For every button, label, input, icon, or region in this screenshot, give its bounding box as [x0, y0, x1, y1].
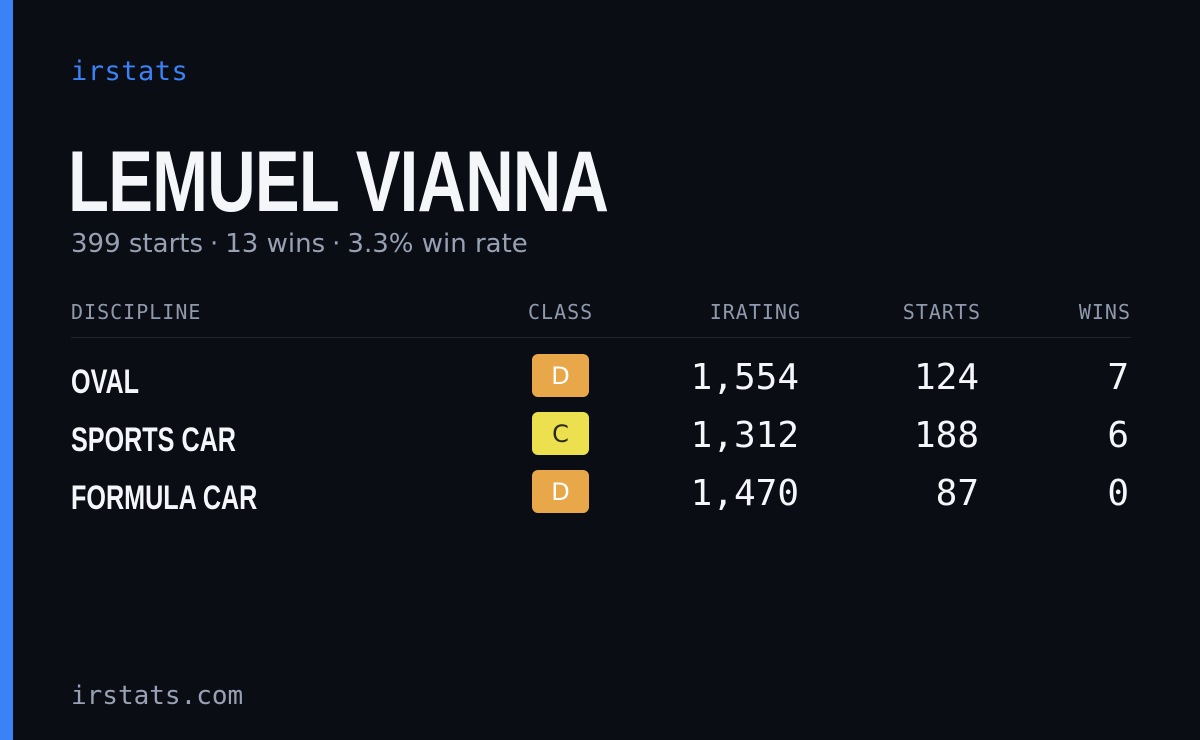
header-starts: STARTS — [902, 300, 981, 324]
brand-logo[interactable]: irstats — [71, 56, 189, 87]
footer-url[interactable]: irstats.com — [71, 681, 244, 711]
irating-value: 1,470 — [690, 473, 799, 514]
discipline-name: OVAL — [71, 363, 140, 401]
table-row: OVAL D 1,554 124 7 — [71, 354, 1131, 404]
header-divider — [71, 337, 1131, 338]
table-row: FORMULA CAR D 1,470 87 0 — [71, 470, 1131, 520]
summary-win-rate: 3.3% win rate — [347, 229, 528, 259]
header-discipline: DISCIPLINE — [71, 300, 202, 324]
wins-value: 7 — [1107, 357, 1129, 398]
summary-separator: · — [332, 229, 341, 259]
discipline-name: SPORTS CAR — [71, 421, 236, 459]
summary-starts: 399 starts — [71, 229, 203, 259]
discipline-name: FORMULA CAR — [71, 479, 258, 517]
accent-bar — [0, 0, 13, 740]
summary-separator: · — [210, 229, 219, 259]
table-row: SPORTS CAR C 1,312 188 6 — [71, 412, 1131, 462]
starts-value: 87 — [935, 473, 979, 514]
class-badge: D — [532, 354, 589, 397]
starts-value: 188 — [913, 415, 979, 456]
starts-value: 124 — [913, 357, 979, 398]
class-badge: D — [532, 470, 589, 513]
summary-wins: 13 wins — [225, 229, 326, 259]
header-irating: IRATING — [709, 300, 801, 324]
player-name: LEMUEL VIANNA — [68, 134, 609, 230]
header-class: CLASS — [528, 300, 594, 324]
wins-value: 0 — [1107, 473, 1129, 514]
irating-value: 1,312 — [690, 415, 799, 456]
class-badge: C — [532, 412, 589, 455]
irating-value: 1,554 — [690, 357, 799, 398]
player-summary: 399 starts · 13 wins · 3.3% win rate — [71, 229, 528, 259]
table-header: DISCIPLINE CLASS IRATING STARTS WINS — [71, 300, 1131, 328]
wins-value: 6 — [1107, 415, 1129, 456]
header-wins: WINS — [1078, 300, 1131, 324]
